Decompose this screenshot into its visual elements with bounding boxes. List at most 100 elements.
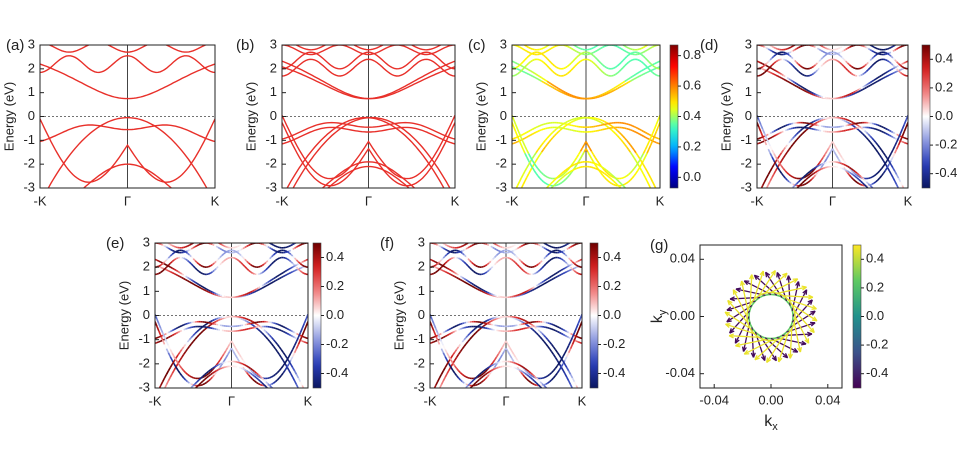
band-segment [577, 325, 581, 332]
band-segment [212, 319, 215, 322]
band-segment [815, 119, 818, 122]
band-segment [217, 246, 221, 250]
band-segment [511, 366, 514, 369]
band-segment [301, 340, 305, 343]
band-segment [765, 137, 770, 143]
band-segment [546, 83, 550, 87]
band-segment [511, 258, 515, 262]
band-segment [566, 265, 570, 268]
y-tick-label: 0 [418, 307, 425, 322]
band-segment [291, 409, 293, 410]
band-segment [559, 400, 561, 401]
band-segment [639, 59, 642, 63]
band-segment [450, 354, 454, 359]
band-segment [646, 180, 650, 186]
band-segment [877, 79, 881, 82]
band-segment [887, 206, 889, 207]
band-segment [652, 71, 655, 75]
band-segment [543, 189, 545, 191]
band-segment [275, 391, 277, 393]
band-segment [524, 319, 528, 323]
band-segment [587, 144, 591, 149]
band-segment [300, 266, 303, 269]
colorbar-tick-label: 0.2 [866, 279, 884, 294]
band-segment [555, 131, 559, 135]
band-segment [568, 46, 572, 49]
band-segment [866, 83, 869, 86]
band-segment [451, 405, 453, 406]
band-segment [208, 272, 211, 275]
band-segment [773, 153, 777, 158]
band-segment [525, 239, 527, 240]
band-segment [258, 265, 261, 268]
band-segment [490, 364, 494, 367]
band-segment [259, 285, 263, 288]
band [282, 45, 455, 56]
band-segment [805, 88, 809, 92]
band-segment [530, 287, 533, 290]
band-segment [797, 130, 801, 133]
band-segment [179, 275, 183, 279]
band-segment [301, 265, 305, 269]
band-segment [493, 363, 498, 368]
band-segment [450, 257, 454, 260]
band-segment [835, 59, 839, 62]
band-segment [867, 84, 871, 88]
band-segment [779, 72, 782, 75]
y-tick-label: 0 [28, 108, 35, 123]
band-segment [600, 69, 604, 73]
band-segment [894, 65, 898, 69]
band-segment [654, 136, 657, 139]
band-segment [450, 269, 454, 273]
band-segment [770, 210, 772, 211]
band-segment [891, 209, 893, 210]
band-segment [839, 46, 843, 49]
band-segment [862, 72, 866, 76]
axes-frame [699, 244, 843, 389]
band [282, 122, 455, 187]
band-segment [466, 390, 468, 392]
band-segment [279, 256, 282, 259]
band-segment [648, 144, 652, 150]
band-segment [553, 177, 557, 181]
band-segment [457, 343, 462, 348]
band-segment [221, 361, 225, 365]
band-segment [181, 367, 185, 372]
band-segment [529, 202, 531, 203]
band-segment [815, 94, 818, 98]
band-segment [463, 281, 467, 284]
band-segment [767, 148, 771, 154]
band-segment [280, 372, 284, 377]
band-segment [794, 139, 798, 143]
colorbar-tick-label: 0.0 [866, 308, 884, 323]
band-segment [767, 170, 771, 176]
band-segment [839, 118, 843, 121]
band-segment [520, 293, 524, 296]
band-segment [488, 292, 492, 295]
band-segment [826, 59, 830, 62]
band-segment [609, 90, 613, 94]
band-segment [839, 62, 843, 66]
band-segment [298, 244, 301, 247]
band-segment [455, 375, 460, 379]
band-segment [234, 250, 238, 253]
band-segment [176, 400, 178, 401]
band [47, 117, 208, 188]
band-segment [539, 170, 543, 174]
band-segment [648, 174, 652, 179]
band-segment [217, 359, 221, 364]
band-segment [790, 182, 794, 185]
band-segment [519, 189, 521, 193]
band-segment [633, 165, 637, 170]
band-segment [477, 324, 480, 328]
band-segment [775, 70, 779, 73]
band-segment [517, 135, 520, 138]
band-segment [644, 145, 648, 151]
band-segment [820, 63, 824, 67]
band-segment [570, 95, 574, 98]
band-segment [875, 128, 879, 131]
band-segment [173, 356, 177, 361]
band-segment [603, 169, 607, 173]
arrow-head [743, 349, 750, 355]
band-segment [592, 62, 596, 66]
